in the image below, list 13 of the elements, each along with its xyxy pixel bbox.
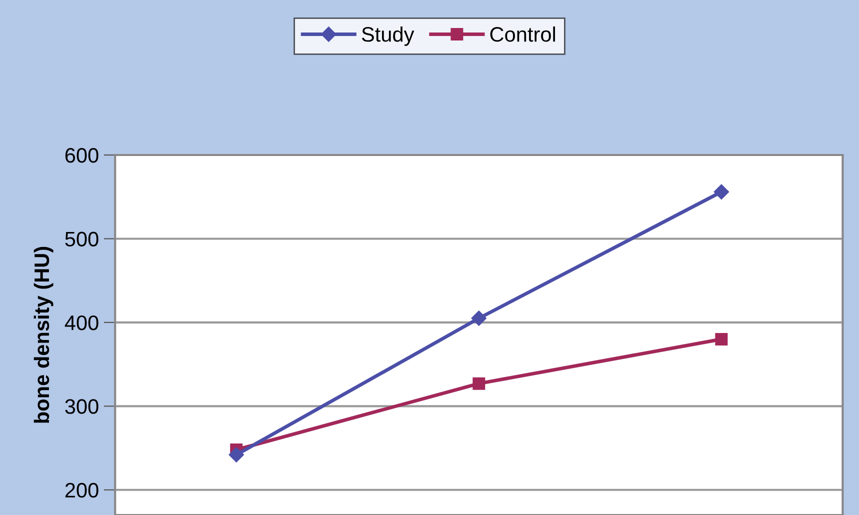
legend-label: Control	[490, 26, 555, 42]
y-tick-label: 600	[65, 148, 98, 163]
y-tick-label: 200	[65, 482, 98, 498]
point	[472, 377, 486, 390]
y-axis-title: bone density (HU)	[34, 246, 54, 423]
point	[715, 332, 728, 346]
y-tick-label: 500	[65, 232, 98, 246]
point	[471, 310, 486, 326]
legend-label: Study	[362, 26, 414, 46]
y-tick-label: 400	[64, 315, 98, 330]
point	[228, 447, 244, 462]
point	[714, 184, 729, 200]
y-tick-label: 300	[65, 399, 98, 414]
